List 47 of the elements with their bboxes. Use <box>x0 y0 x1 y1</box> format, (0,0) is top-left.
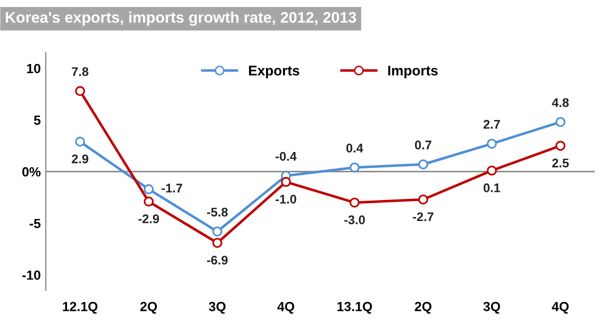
legend-label: Imports <box>388 66 438 78</box>
point <box>486 138 497 149</box>
point <box>350 198 360 208</box>
x-tick-label: 3Q <box>483 302 500 314</box>
point <box>75 86 86 96</box>
point <box>212 238 222 248</box>
point <box>144 196 154 207</box>
y-tick-label: -5 <box>30 218 41 228</box>
x-tick-label: 4Q <box>552 302 569 314</box>
data-label: 7.8 <box>72 67 88 76</box>
point <box>555 140 566 151</box>
legend-label: Exports <box>249 66 300 78</box>
data-label: -1.0 <box>276 194 296 204</box>
point <box>418 194 428 204</box>
x-tick-label: 13.1Q <box>337 302 372 314</box>
y-tick-label: 5 <box>34 116 41 125</box>
point <box>280 176 291 187</box>
data-label: -5.8 <box>207 208 228 217</box>
y-tick-label: 10 <box>27 64 40 74</box>
data-label: 0.7 <box>414 140 432 150</box>
chart-title: Korea's exports, imports growth rate, 2012, 2013 <box>6 12 356 26</box>
data-label: -6.9 <box>207 256 228 265</box>
y-tick-label: -10 <box>22 270 40 280</box>
data-label: -2.7 <box>412 212 434 222</box>
point <box>555 117 566 128</box>
data-label: 2.7 <box>484 120 500 129</box>
point <box>486 166 497 176</box>
data-label: -0.4 <box>276 152 297 161</box>
point <box>350 162 360 172</box>
x-tick-label: 4Q <box>277 302 294 314</box>
point <box>144 184 154 194</box>
data-label: 0.4 <box>346 144 364 152</box>
x-tick-label: 2Q <box>414 302 432 314</box>
point <box>212 226 222 237</box>
data-label: 2.5 <box>552 158 569 168</box>
point <box>75 136 86 147</box>
x-tick-label: 12.1Q <box>62 302 98 314</box>
x-tick-label: 2Q <box>140 302 157 314</box>
x-tick-label: 3Q <box>208 302 226 314</box>
data-label: 0.1 <box>484 183 500 192</box>
point <box>418 159 428 170</box>
data-label: -2.9 <box>138 214 159 224</box>
data-label: -3.0 <box>344 215 365 224</box>
data-label: 2.9 <box>72 154 88 164</box>
data-label: 4.8 <box>552 98 569 108</box>
data-label: -1.7 <box>162 184 182 192</box>
y-tick-label: 0% <box>22 167 41 177</box>
